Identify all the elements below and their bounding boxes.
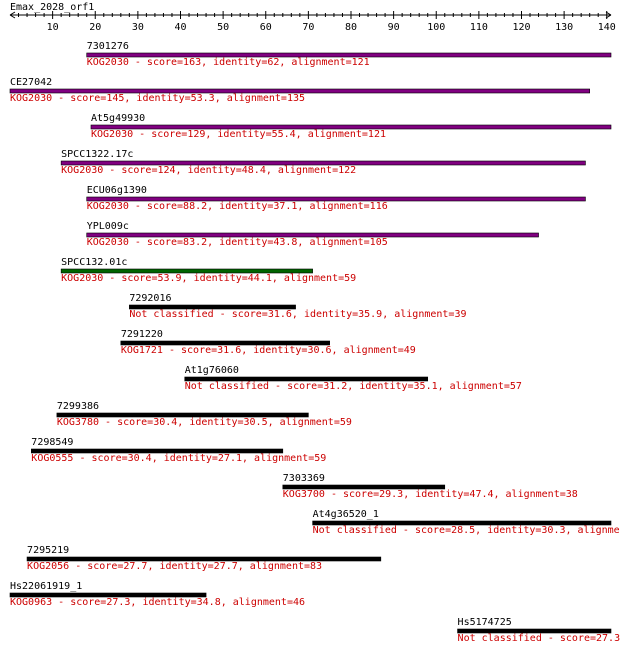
tick-label: 120 xyxy=(512,22,530,33)
alignment-bar[interactable] xyxy=(120,340,330,346)
hit-description: KOG2030 - score=83.2, identity=43.8, ali… xyxy=(87,237,388,248)
hit-description: KOG2030 - score=88.2, identity=37.1, ali… xyxy=(87,201,388,212)
hit-description: KOG2030 - score=124, identity=48.4, alig… xyxy=(61,165,356,176)
hit-row[interactable]: 7303369 KOG3700 - score=29.3, identity=47… xyxy=(282,473,578,500)
hit-name[interactable]: ECU06g1390 xyxy=(87,185,147,196)
alignment-bar[interactable] xyxy=(457,628,612,634)
hit-name[interactable]: 7292016 xyxy=(129,293,171,304)
tick-label: 140 xyxy=(598,22,616,33)
tick-label: 130 xyxy=(555,22,573,33)
alignment-bar[interactable] xyxy=(31,448,284,454)
hit-name[interactable]: 7303369 xyxy=(283,473,325,484)
hit-name[interactable]: At5g49930 xyxy=(91,113,145,124)
tick-label: 40 xyxy=(174,22,186,33)
hit-row[interactable]: 7299386 KOG3780 - score=30.4, identity=30… xyxy=(56,401,352,428)
hit-description: Not classified - score=31.6, identity=35… xyxy=(129,309,466,320)
hit-row[interactable]: 7301276 KOG2030 - score=163, identity=62,… xyxy=(86,41,612,68)
hit-name[interactable]: 7291220 xyxy=(121,329,163,340)
alignment-bar[interactable] xyxy=(9,592,207,598)
tick-label: 70 xyxy=(302,22,314,33)
hit-row[interactable]: At1g76060 Not classified - score=31.2, id… xyxy=(184,365,522,392)
hit-name[interactable]: 7298549 xyxy=(31,437,73,448)
alignment-bar[interactable] xyxy=(90,124,612,130)
hit-description: KOG0963 - score=27.3, identity=34.8, ali… xyxy=(10,597,305,608)
hit-list: 7301276 KOG2030 - score=163, identity=62,… xyxy=(9,41,620,644)
hit-row[interactable]: Hs5174725 Not classified - score=27.3 xyxy=(457,617,620,644)
tick-label: 20 xyxy=(89,22,101,33)
alignment-bar[interactable] xyxy=(184,376,429,382)
hit-description: KOG0555 - score=30.4, identity=27.1, ali… xyxy=(31,453,326,464)
hit-name[interactable]: Hs22061919_1 xyxy=(10,581,82,592)
hit-row[interactable]: CE27042 KOG2030 - score=145, identity=53.… xyxy=(9,77,590,104)
hit-name[interactable]: At4g36520_1 xyxy=(313,509,379,520)
query-axis: 10 20 30 40 50 60 70 80 90 100 110 120 130 140 xyxy=(9,11,616,33)
hit-row[interactable]: ECU06g1390 KOG2030 - score=88.2, identity… xyxy=(86,185,586,212)
alignment-bar[interactable] xyxy=(129,304,296,310)
alignment-bar[interactable] xyxy=(86,232,539,238)
hit-description: KOG3700 - score=29.3, identity=47.4, ali… xyxy=(283,489,578,500)
hit-name[interactable]: 7299386 xyxy=(57,401,99,412)
hit-row[interactable]: YPL009c KOG2030 - score=83.2, identity=43… xyxy=(86,221,539,248)
hit-description: KOG1721 - score=31.6, identity=30.6, ali… xyxy=(121,345,416,356)
alignment-bar[interactable] xyxy=(86,196,586,202)
alignment-bar[interactable] xyxy=(60,160,586,166)
alignment-bar[interactable] xyxy=(26,556,382,562)
hit-description: Not classified - score=27.3 xyxy=(458,633,620,644)
hit-description: KOG2030 - score=145, identity=53.3, alig… xyxy=(10,93,305,104)
hit-description: KOG3780 - score=30.4, identity=30.5, ali… xyxy=(57,417,352,428)
query-label: Emax_2028_orf1 xyxy=(10,2,94,13)
tick-label: 100 xyxy=(427,22,445,33)
hit-description: Not classified - score=31.2, identity=35… xyxy=(185,381,522,392)
axis-left-arrow-icon xyxy=(9,11,16,19)
tick-label: 90 xyxy=(388,22,400,33)
hit-row[interactable]: 7292016 Not classified - score=31.6, iden… xyxy=(129,293,467,320)
hit-name[interactable]: 7301276 xyxy=(87,41,129,52)
hit-name[interactable]: SPCC132.01c xyxy=(61,257,127,268)
hit-row[interactable]: 7291220 KOG1721 - score=31.6, identity=30… xyxy=(120,329,416,356)
tick-label: 50 xyxy=(217,22,229,33)
tick-label: 80 xyxy=(345,22,357,33)
hit-name[interactable]: 7295219 xyxy=(27,545,69,556)
hit-description: KOG2030 - score=163, identity=62, alignm… xyxy=(87,57,370,68)
alignment-bar[interactable] xyxy=(56,412,309,418)
alignment-bar[interactable] xyxy=(60,268,313,274)
hit-row[interactable]: 7298549 KOG0555 - score=30.4, identity=27… xyxy=(31,437,326,464)
hit-row[interactable]: 7295219 KOG2056 - score=27.7, identity=27… xyxy=(26,545,382,572)
hit-row[interactable]: At5g49930 KOG2030 - score=129, identity=5… xyxy=(90,113,612,140)
hit-description: KOG2030 - score=129, identity=55.4, alig… xyxy=(91,129,386,140)
alignment-bar[interactable] xyxy=(312,520,612,526)
hit-row[interactable]: Hs22061919_1 KOG0963 - score=27.3, identi… xyxy=(9,581,305,608)
alignment-bar[interactable] xyxy=(86,52,612,58)
hit-description: Not classified - score=28.5, identity=30… xyxy=(313,525,620,536)
tick-label: 110 xyxy=(470,22,488,33)
hit-description: KOG2030 - score=53.9, identity=44.1, ali… xyxy=(61,273,356,284)
hit-name[interactable]: At1g76060 xyxy=(185,365,239,376)
alignment-bar[interactable] xyxy=(282,484,446,490)
tick-label: 60 xyxy=(260,22,272,33)
hit-name[interactable]: YPL009c xyxy=(87,221,129,232)
tick-label: 10 xyxy=(47,22,59,33)
alignment-bar[interactable] xyxy=(9,88,590,94)
hit-name[interactable]: Hs5174725 xyxy=(458,617,512,628)
hit-row[interactable]: SPCC132.01c KOG2030 - score=53.9, identit… xyxy=(60,257,356,284)
hit-row[interactable]: At4g36520_1 Not classified - score=28.5, … xyxy=(312,509,620,536)
hit-name[interactable]: CE27042 xyxy=(10,77,52,88)
tick-label: 30 xyxy=(132,22,144,33)
hit-row[interactable]: SPCC1322.17c KOG2030 - score=124, identit… xyxy=(60,149,586,176)
hit-name[interactable]: SPCC1322.17c xyxy=(61,149,133,160)
hit-description: KOG2056 - score=27.7, identity=27.7, ali… xyxy=(27,561,322,572)
